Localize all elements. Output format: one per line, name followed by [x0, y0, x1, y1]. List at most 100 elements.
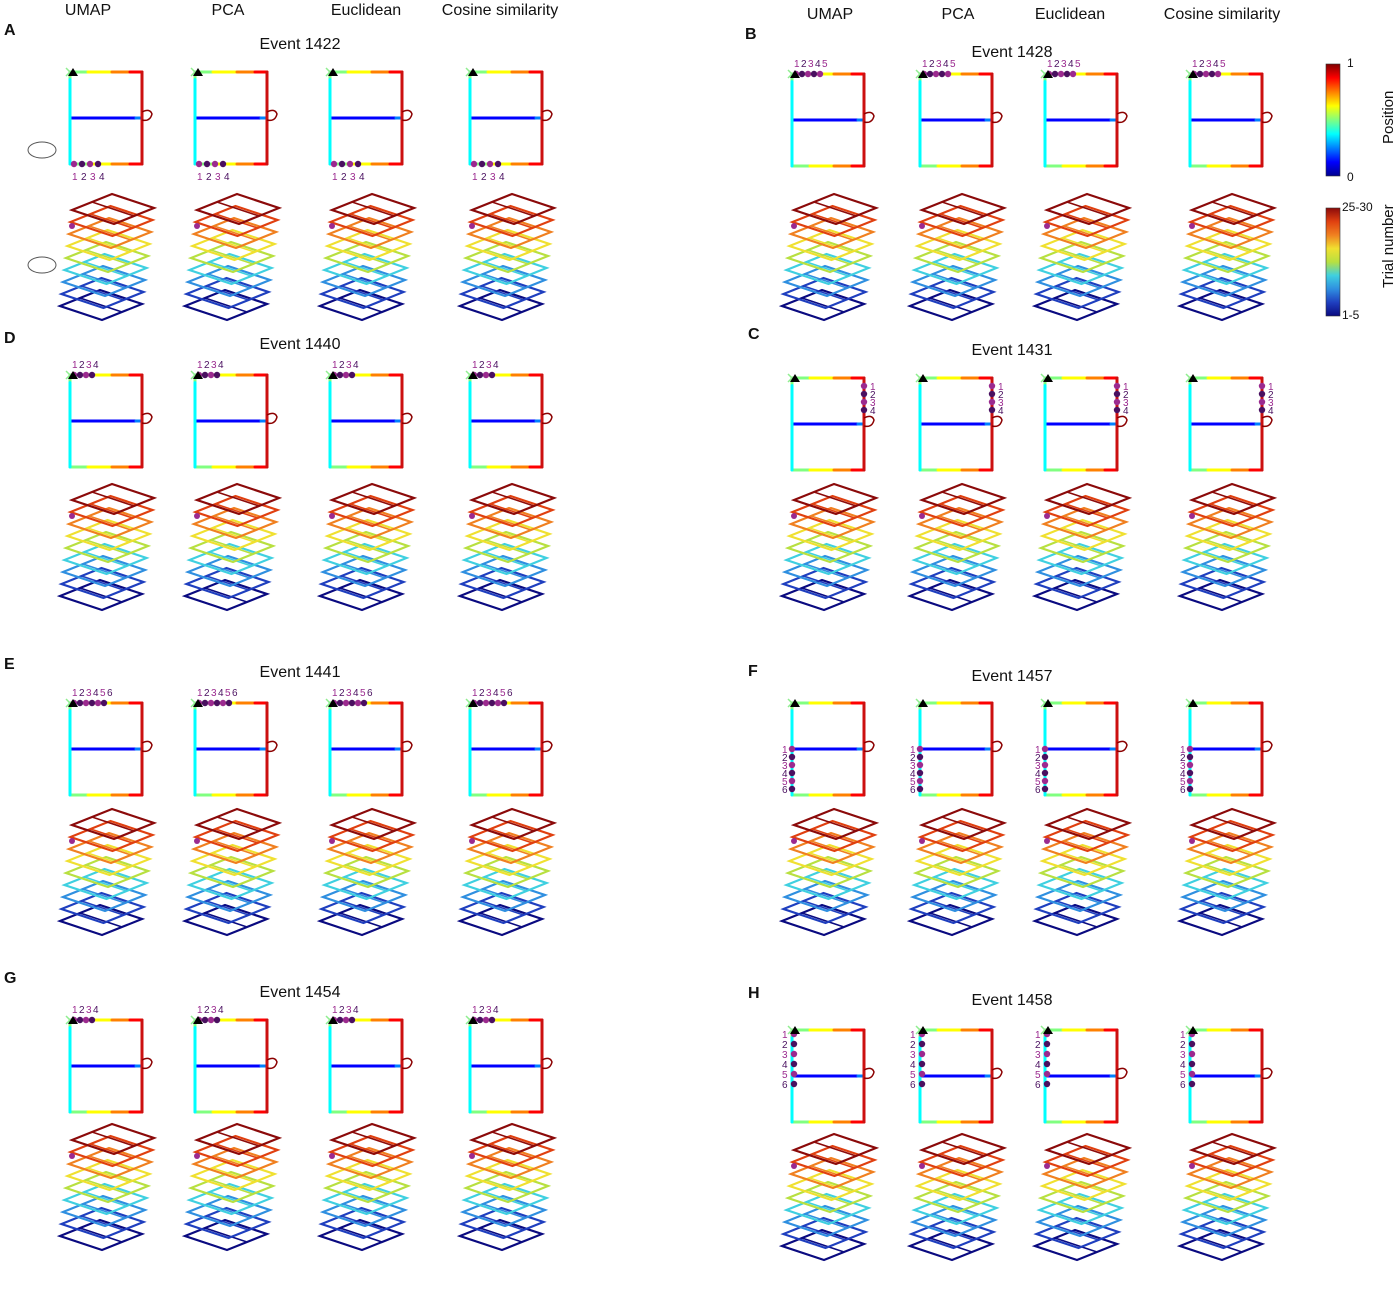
event-dot-label: 1 — [472, 360, 478, 371]
trial-layer — [781, 264, 871, 298]
event-title: Event 1454 — [259, 984, 341, 1001]
event-dot-label: 6 — [107, 688, 113, 699]
start-zone — [65, 1015, 72, 1025]
trial-layer — [458, 276, 547, 310]
stack-cell — [56, 192, 158, 322]
trial-layer-center-arm — [79, 297, 123, 313]
trial-layer — [1188, 192, 1278, 226]
stack-cell — [456, 807, 558, 937]
trial-layer-center-arm — [1065, 213, 1108, 229]
reward-zone — [266, 740, 278, 753]
trial-layer-center-arm — [1199, 587, 1243, 603]
stack-event-dot — [919, 513, 925, 519]
event-dot-label: 1 — [922, 59, 928, 70]
trial-layer-center-arm — [1060, 1189, 1104, 1205]
event-dot — [1057, 70, 1065, 78]
trial-layer — [1040, 216, 1130, 250]
event-dot-label: 1 — [197, 688, 203, 699]
trial-layer — [783, 542, 872, 576]
event-dot-label: 1 — [782, 745, 788, 756]
trial-layer — [192, 204, 281, 238]
event-dot-label: 2 — [481, 172, 487, 183]
trial-layer-center-arm — [1205, 249, 1249, 265]
trial-layer — [464, 1158, 553, 1192]
event-dot-label: 3 — [910, 1050, 916, 1061]
event-dot — [342, 1016, 350, 1024]
trial-layer-center-arm — [348, 225, 392, 241]
trial-layer-center-arm — [213, 225, 257, 241]
event-dot-label: 2 — [204, 360, 210, 371]
trial-layer-center-arm — [88, 515, 132, 531]
trial-layer-center-arm — [938, 840, 982, 856]
trial-layer — [1185, 1156, 1275, 1190]
trial-layer-center-arm — [1211, 491, 1255, 507]
trial-layer — [456, 288, 546, 322]
trial-layer-center-arm — [215, 213, 258, 229]
event-dot — [348, 371, 356, 379]
event-dot — [860, 398, 868, 406]
trial-layer-center-arm — [344, 1191, 387, 1207]
stack-cell — [1031, 482, 1133, 612]
trial-layer-center-arm — [937, 527, 980, 543]
trial-layer-center-arm — [87, 852, 130, 868]
event-dot — [1258, 382, 1266, 390]
start-marker — [468, 68, 478, 76]
trial-layer-center-arm — [341, 575, 384, 591]
trial-layer — [186, 542, 275, 576]
event-dot-label: 3 — [1180, 1050, 1186, 1061]
trial-layer — [1043, 192, 1133, 226]
trial-layer-center-arm — [935, 1189, 979, 1205]
trial-layer — [58, 1206, 147, 1240]
trial-layer-center-arm — [809, 1177, 852, 1193]
panel-letter: H — [748, 985, 760, 1002]
reward-zone — [1261, 1067, 1273, 1080]
event-dot — [918, 1060, 926, 1068]
trial-layer-center-arm — [803, 285, 846, 301]
trial-layer-center-arm — [804, 1213, 848, 1229]
event-title: Event 1428 — [971, 44, 1053, 61]
reward-zone — [541, 109, 553, 122]
trial-layer-center-arm — [206, 900, 249, 916]
trial-layer — [58, 891, 147, 925]
event-dot — [78, 160, 86, 168]
trial-layer-center-arm — [207, 563, 251, 579]
start-zone — [190, 1015, 197, 1025]
event-dot-label: 2 — [910, 1040, 916, 1051]
trial-layer — [1178, 1216, 1267, 1250]
event-dot-label: 2 — [79, 360, 85, 371]
trial-layer-center-arm — [210, 864, 254, 880]
start-zone — [190, 67, 197, 77]
trial-layer — [786, 1168, 875, 1202]
trial-layer — [324, 843, 413, 877]
trial-layer-center-arm — [90, 1143, 133, 1159]
trial-layer — [65, 1146, 155, 1180]
trial-layer — [458, 566, 547, 600]
trial-layer — [780, 276, 869, 310]
trial-layer — [1034, 264, 1124, 298]
start-zone — [915, 698, 922, 708]
trial-layer — [65, 831, 155, 865]
trial-layer-center-arm — [216, 1131, 260, 1147]
trial-layer — [456, 903, 546, 937]
trial-layer — [789, 204, 878, 238]
stack-event-dot — [791, 223, 797, 229]
trial-layer — [906, 578, 996, 612]
event-dot — [1258, 398, 1266, 406]
trial-layer-center-arm — [1210, 503, 1253, 519]
event-dot-label: 1 — [72, 688, 78, 699]
trial-layer-center-arm — [1057, 1213, 1101, 1229]
trial-layer — [325, 831, 415, 865]
trial-layer-center-arm — [1059, 1201, 1102, 1217]
event-dot — [1043, 1040, 1051, 1048]
panel-letter: F — [748, 663, 758, 680]
stack-cell — [906, 482, 1008, 612]
trial-layer-center-arm — [87, 1167, 130, 1183]
trial-layer — [909, 1204, 999, 1238]
trial-layer-center-arm — [88, 1155, 132, 1171]
trial-layer — [1042, 819, 1131, 853]
event-dot-label: 3 — [998, 398, 1004, 409]
trial-layer — [62, 240, 152, 274]
stack-event-dot — [469, 838, 475, 844]
